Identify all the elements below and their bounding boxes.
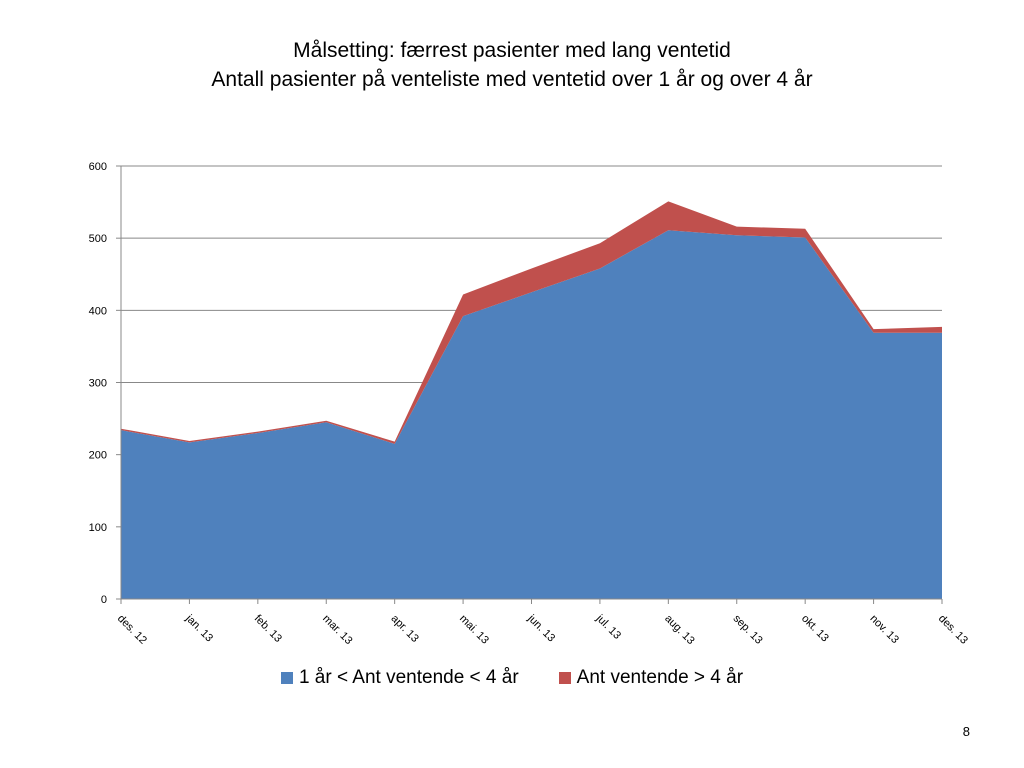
- page-number: 8: [962, 724, 970, 739]
- y-tick-label-600: 600: [89, 161, 107, 173]
- legend-swatch-series-2: [558, 672, 571, 684]
- legend-item-series-2: Ant ventende > 4 år: [558, 667, 744, 689]
- x-tick-label: aug. 13: [662, 613, 696, 647]
- x-tick-label: mar. 13: [320, 613, 354, 647]
- y-tick-labels: 0 100 200 300 400 500 600: [89, 161, 107, 606]
- x-tick-label: apr. 13: [389, 613, 421, 645]
- y-tick-label-400: 400: [89, 305, 107, 317]
- legend-label-series-2: Ant ventende > 4 år: [576, 667, 744, 688]
- legend: 1 år < Ant ventende < 4 år Ant ventende …: [0, 667, 1024, 689]
- axes: [116, 165, 943, 604]
- y-tick-label-200: 200: [89, 450, 107, 462]
- x-tick-label: okt. 13: [799, 613, 831, 645]
- legend-label-series-1: 1 år < Ant ventende < 4 år: [298, 667, 519, 688]
- chart-title: Målsetting: færrest pasienter med lang v…: [0, 36, 1024, 94]
- title-line-1: Målsetting: færrest pasienter med lang v…: [293, 39, 731, 62]
- legend-item-series-1: 1 år < Ant ventende < 4 år: [280, 667, 519, 689]
- y-tick-label-0: 0: [101, 594, 107, 606]
- x-tick-label: feb. 13: [252, 613, 284, 645]
- x-tick-label: des. 12: [115, 613, 149, 647]
- y-tick-label-300: 300: [89, 378, 107, 390]
- title-line-2: Antall pasienter på venteliste med vente…: [211, 68, 813, 91]
- x-tick-label: jul. 13: [593, 612, 623, 642]
- x-tick-label: des. 13: [936, 613, 970, 647]
- x-tick-label: jan. 13: [183, 612, 216, 645]
- x-tick-label: mai. 13: [457, 613, 491, 647]
- y-tick-label-500: 500: [89, 233, 107, 245]
- x-tick-label: jun. 13: [525, 612, 558, 645]
- x-tick-labels: des. 12 jan. 13 feb. 13 mar. 13 apr. 13 mai. …: [115, 612, 970, 647]
- x-tick-label: nov. 13: [867, 613, 900, 646]
- y-tick-label-100: 100: [89, 522, 107, 534]
- series-areas: [121, 201, 942, 600]
- x-tick-label: sep. 13: [731, 613, 765, 647]
- area-series-1: [121, 230, 942, 600]
- legend-swatch-series-1: [280, 672, 293, 684]
